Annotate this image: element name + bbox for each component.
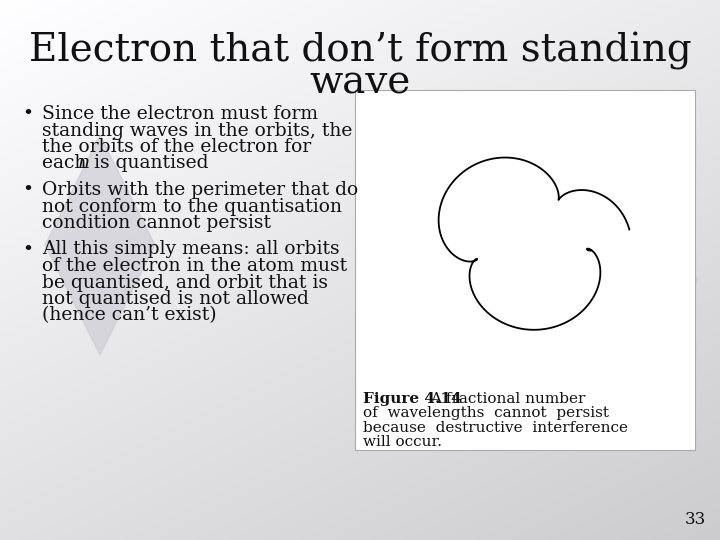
Polygon shape bbox=[598, 200, 698, 360]
Text: A fractional number: A fractional number bbox=[430, 392, 585, 406]
Text: All this simply means: all orbits: All this simply means: all orbits bbox=[42, 240, 340, 259]
Text: •: • bbox=[22, 105, 33, 123]
Text: not quantised is not allowed: not quantised is not allowed bbox=[42, 290, 309, 308]
Text: of  wavelengths  cannot  persist: of wavelengths cannot persist bbox=[363, 407, 609, 421]
Text: be quantised, and orbit that is: be quantised, and orbit that is bbox=[42, 273, 328, 292]
Text: standing waves in the orbits, the: standing waves in the orbits, the bbox=[42, 122, 352, 139]
Text: condition cannot persist: condition cannot persist bbox=[42, 214, 271, 232]
Text: each: each bbox=[42, 154, 92, 172]
Text: Figure 4.14: Figure 4.14 bbox=[363, 392, 462, 406]
Text: wave: wave bbox=[310, 65, 410, 102]
Text: the orbits of the electron for: the orbits of the electron for bbox=[42, 138, 311, 156]
Text: (hence can’t exist): (hence can’t exist) bbox=[42, 307, 217, 325]
Text: because  destructive  interference: because destructive interference bbox=[363, 421, 628, 435]
Text: will occur.: will occur. bbox=[363, 435, 442, 449]
Text: Orbits with the perimeter that do: Orbits with the perimeter that do bbox=[42, 181, 359, 199]
Text: 33: 33 bbox=[685, 511, 706, 528]
Text: •: • bbox=[22, 240, 33, 259]
Text: •: • bbox=[22, 181, 33, 199]
Polygon shape bbox=[45, 135, 155, 355]
Text: is quantised: is quantised bbox=[88, 154, 209, 172]
Text: Since the electron must form: Since the electron must form bbox=[42, 105, 318, 123]
FancyBboxPatch shape bbox=[355, 90, 695, 450]
Text: n: n bbox=[78, 154, 90, 172]
Text: Electron that don’t form standing: Electron that don’t form standing bbox=[29, 32, 691, 70]
Text: not conform to the quantisation: not conform to the quantisation bbox=[42, 198, 342, 215]
Text: of the electron in the atom must: of the electron in the atom must bbox=[42, 257, 347, 275]
